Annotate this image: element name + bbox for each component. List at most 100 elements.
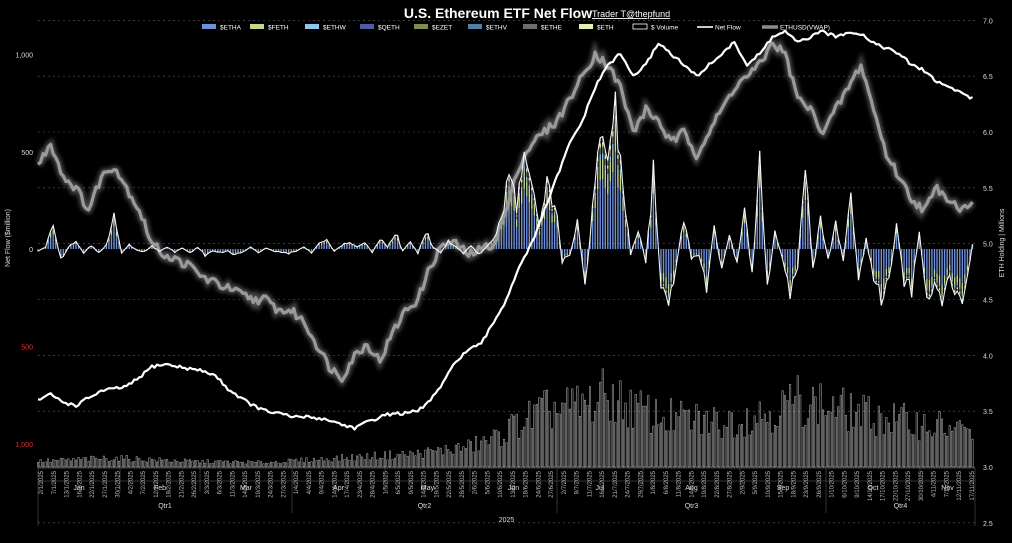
- volume-bar: [272, 461, 275, 468]
- volume-bar: [556, 413, 559, 468]
- flow-bar: [520, 182, 523, 187]
- volume-bar: [543, 390, 546, 468]
- volume-bar: [614, 422, 617, 468]
- flow-bar: [323, 244, 325, 249]
- volume-bar: [338, 460, 341, 468]
- volume-bar: [333, 458, 336, 468]
- volume-bar: [713, 407, 716, 468]
- year-label: 2025: [499, 517, 515, 524]
- volume-bar: [530, 427, 533, 468]
- flow-bar: [515, 218, 518, 221]
- month-label: Oct: [868, 485, 879, 492]
- flow-bar: [786, 249, 789, 268]
- flow-bar: [954, 277, 956, 286]
- flow-bar: [361, 245, 363, 249]
- volume-bar: [725, 427, 728, 468]
- flow-bar: [938, 290, 941, 291]
- flow-bar: [794, 249, 796, 266]
- flow-bar: [741, 235, 743, 249]
- flow-bar: [214, 249, 216, 251]
- volume-bar: [753, 415, 756, 468]
- x-date-label: 18/9/2025: [792, 470, 798, 497]
- volume-bar: [867, 396, 870, 468]
- x-date-label: 12/2/2025: [154, 470, 160, 497]
- flow-bar: [579, 244, 581, 249]
- x-date-label: 16/7/2025: [600, 470, 606, 497]
- volume-bar: [115, 456, 118, 468]
- flow-bar: [500, 229, 503, 249]
- volume-bar: [237, 461, 240, 468]
- flow-bar: [310, 249, 313, 252]
- flow-bar: [890, 249, 893, 259]
- x-date-label: 17/10/2025: [881, 470, 887, 501]
- flow-bar: [634, 243, 637, 249]
- flow-bar: [363, 244, 366, 246]
- volume-bar: [558, 413, 561, 468]
- right-tick-label: 2.5: [983, 521, 993, 528]
- quarter-label: Qtr2: [418, 503, 432, 510]
- flow-bar: [850, 201, 852, 204]
- flow-bar: [721, 249, 723, 261]
- flow-bar: [536, 226, 538, 249]
- y-axis-label-right: ETH Holding | Millions: [999, 208, 1006, 277]
- x-date-label: 17/4/2025: [345, 470, 351, 497]
- volume-bar: [943, 433, 946, 468]
- flow-bar: [310, 251, 313, 253]
- flow-bar: [946, 273, 948, 276]
- volume-bar: [143, 460, 146, 468]
- flow-bar: [174, 249, 176, 252]
- flow-bar: [531, 186, 533, 188]
- volume-bar: [872, 423, 875, 468]
- volume-bar: [396, 453, 399, 468]
- x-date-label: 22/10/2025: [894, 470, 900, 501]
- flow-bar: [784, 262, 786, 267]
- volume-bar: [763, 413, 766, 468]
- flow-bar: [52, 229, 54, 231]
- flow-bar: [873, 249, 875, 269]
- volume-bar: [738, 424, 741, 468]
- flow-bar: [746, 232, 748, 237]
- flow-bar: [366, 246, 368, 249]
- volume-bar: [482, 436, 485, 468]
- volume-bar: [936, 419, 938, 468]
- flow-bar: [222, 249, 224, 252]
- volume-bar: [773, 424, 776, 468]
- flow-bar: [55, 241, 57, 249]
- volume-bar: [538, 397, 541, 468]
- x-date-label: 29/7/2025: [638, 470, 644, 497]
- flow-bar: [108, 238, 110, 240]
- volume-bar: [710, 421, 713, 468]
- volume-bar: [953, 427, 956, 468]
- x-date-label: 3/3/2025: [205, 470, 211, 494]
- flow-bar: [761, 222, 763, 249]
- flow-bar: [49, 234, 52, 238]
- flow-bar: [857, 268, 860, 274]
- x-date-label: 16/1/2025: [77, 470, 83, 497]
- flow-bar: [604, 153, 606, 156]
- month-label: Sep: [777, 485, 790, 492]
- chart-title: U.S. Ethereum ETF Net Flow: [404, 5, 592, 21]
- flow-bar: [37, 249, 39, 251]
- flow-bar: [396, 237, 399, 239]
- volume-bar: [346, 457, 348, 468]
- flow-bar: [614, 105, 617, 116]
- volume-bar: [224, 460, 227, 468]
- flow-bar: [531, 193, 533, 198]
- flow-bar: [543, 210, 546, 220]
- flow-bar: [237, 251, 239, 253]
- volume-bar: [660, 422, 662, 468]
- flow-bar: [174, 251, 176, 252]
- month-label: Nov: [941, 485, 954, 492]
- flow-bar: [713, 234, 715, 249]
- flow-bar: [743, 223, 746, 249]
- volume-bar: [819, 383, 822, 468]
- volume-bar: [475, 436, 478, 468]
- volume-bar: [865, 402, 868, 468]
- volume-bar: [695, 404, 698, 468]
- flow-bar: [551, 208, 553, 211]
- volume-bar: [817, 424, 819, 468]
- quarter-label: Qtr1: [158, 503, 172, 510]
- flow-bar: [837, 241, 839, 249]
- flow-bar: [880, 283, 882, 295]
- flow-bar: [186, 249, 189, 251]
